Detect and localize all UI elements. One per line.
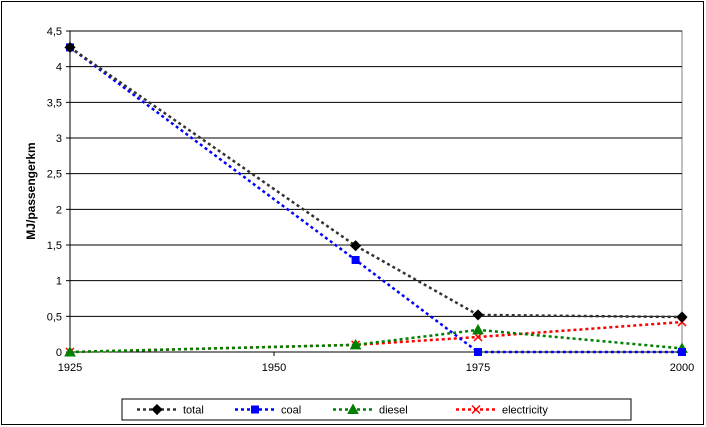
legend-label: diesel <box>379 405 408 417</box>
y-tick-label: 3,5 <box>47 97 62 109</box>
x-axis-ticks: 1925 1950 1975 2000 <box>58 352 694 374</box>
total-point <box>676 311 688 323</box>
legend-item-diesel: diesel <box>333 403 408 417</box>
y-tick-label: 0,5 <box>47 311 62 323</box>
legend-marker <box>347 403 359 414</box>
legend-item-electricity: electricity <box>456 405 548 417</box>
y-tick-label: 1 <box>56 276 62 288</box>
coal-point <box>678 348 686 356</box>
plot-area <box>69 30 683 353</box>
legend-label: electricity <box>502 405 548 417</box>
diesel-point <box>349 338 362 350</box>
legend-marker <box>471 404 481 415</box>
y-tick-label: 0 <box>56 347 62 359</box>
y-tick-label: 2 <box>56 204 62 216</box>
y-tick-label: 3 <box>56 133 62 145</box>
total-line <box>69 46 683 319</box>
coal-point <box>351 255 360 264</box>
coal-line <box>69 46 682 354</box>
total-point <box>350 240 362 252</box>
legend-marker <box>251 405 259 414</box>
total-point <box>64 41 76 53</box>
legend: total coal diesel electricity <box>121 398 632 421</box>
legend-item-coal: coal <box>235 405 301 417</box>
total-point <box>472 309 484 321</box>
x-tick-label: 1925 <box>58 362 82 374</box>
y-tick-label: 1,5 <box>47 240 62 252</box>
y-tick-label: 2,5 <box>47 169 62 181</box>
diesel-point <box>472 323 484 335</box>
coal-point <box>474 348 482 356</box>
series-layer <box>64 41 688 357</box>
series-total <box>64 41 688 323</box>
y-tick-label: 4,5 <box>47 26 62 38</box>
x-marker-stroke <box>471 404 481 415</box>
legend-marker <box>151 403 163 416</box>
x-tick-label: 1975 <box>466 362 490 374</box>
x-tick-label: 2000 <box>670 362 694 374</box>
legend-label: coal <box>281 405 301 417</box>
y-axis-ticks: 0 0,5 1 1,5 2 2,5 3 3,5 4 4,5 <box>47 26 70 359</box>
x-tick-label: 1950 <box>262 362 286 374</box>
legend-item-total: total <box>137 403 204 417</box>
diesel-line <box>69 328 683 354</box>
diesel-point <box>64 345 76 357</box>
legend-box <box>121 398 632 421</box>
y-tick-label: 4 <box>56 62 62 74</box>
legend-label: total <box>183 405 204 417</box>
y-axis-label: MJ/passengerkm <box>24 142 38 239</box>
electricity-line <box>69 320 683 354</box>
